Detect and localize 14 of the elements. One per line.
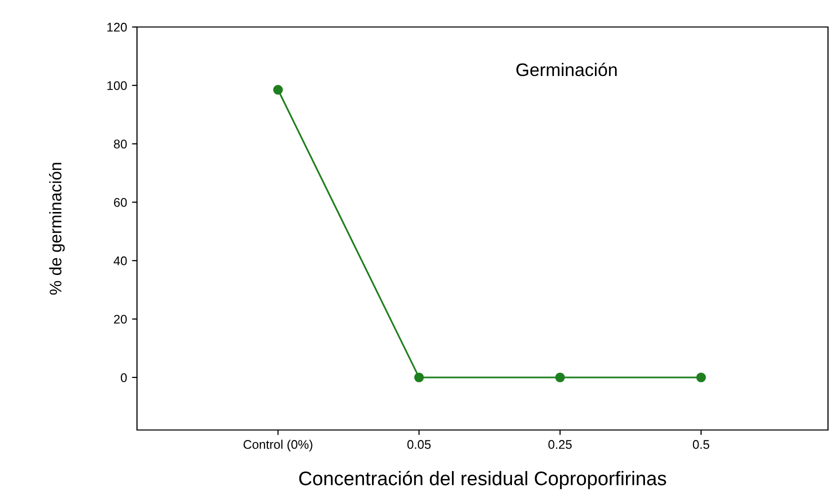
y-tick-label: 40 bbox=[114, 256, 127, 266]
y-tick-label: 20 bbox=[114, 314, 127, 324]
y-tick-label: 60 bbox=[114, 198, 127, 207]
x-axis-title: Concentración del residual Coproporfirinas bbox=[299, 470, 666, 490]
x-tick-label: 0.5 bbox=[692, 440, 710, 449]
y-tick-label: 120 bbox=[107, 22, 127, 32]
y-tick-label: 100 bbox=[107, 81, 127, 90]
y-tick-label: 80 bbox=[114, 140, 127, 148]
text: Germinación bbox=[516, 62, 617, 76]
x-tick-label: Control (0%) bbox=[244, 440, 312, 452]
y-tick-label: 0 bbox=[120, 373, 127, 382]
y-axis-title: % de germinación bbox=[49, 162, 65, 295]
x-tick-label: 0.05 bbox=[407, 440, 431, 449]
x-tick-label: 0.25 bbox=[548, 440, 572, 449]
